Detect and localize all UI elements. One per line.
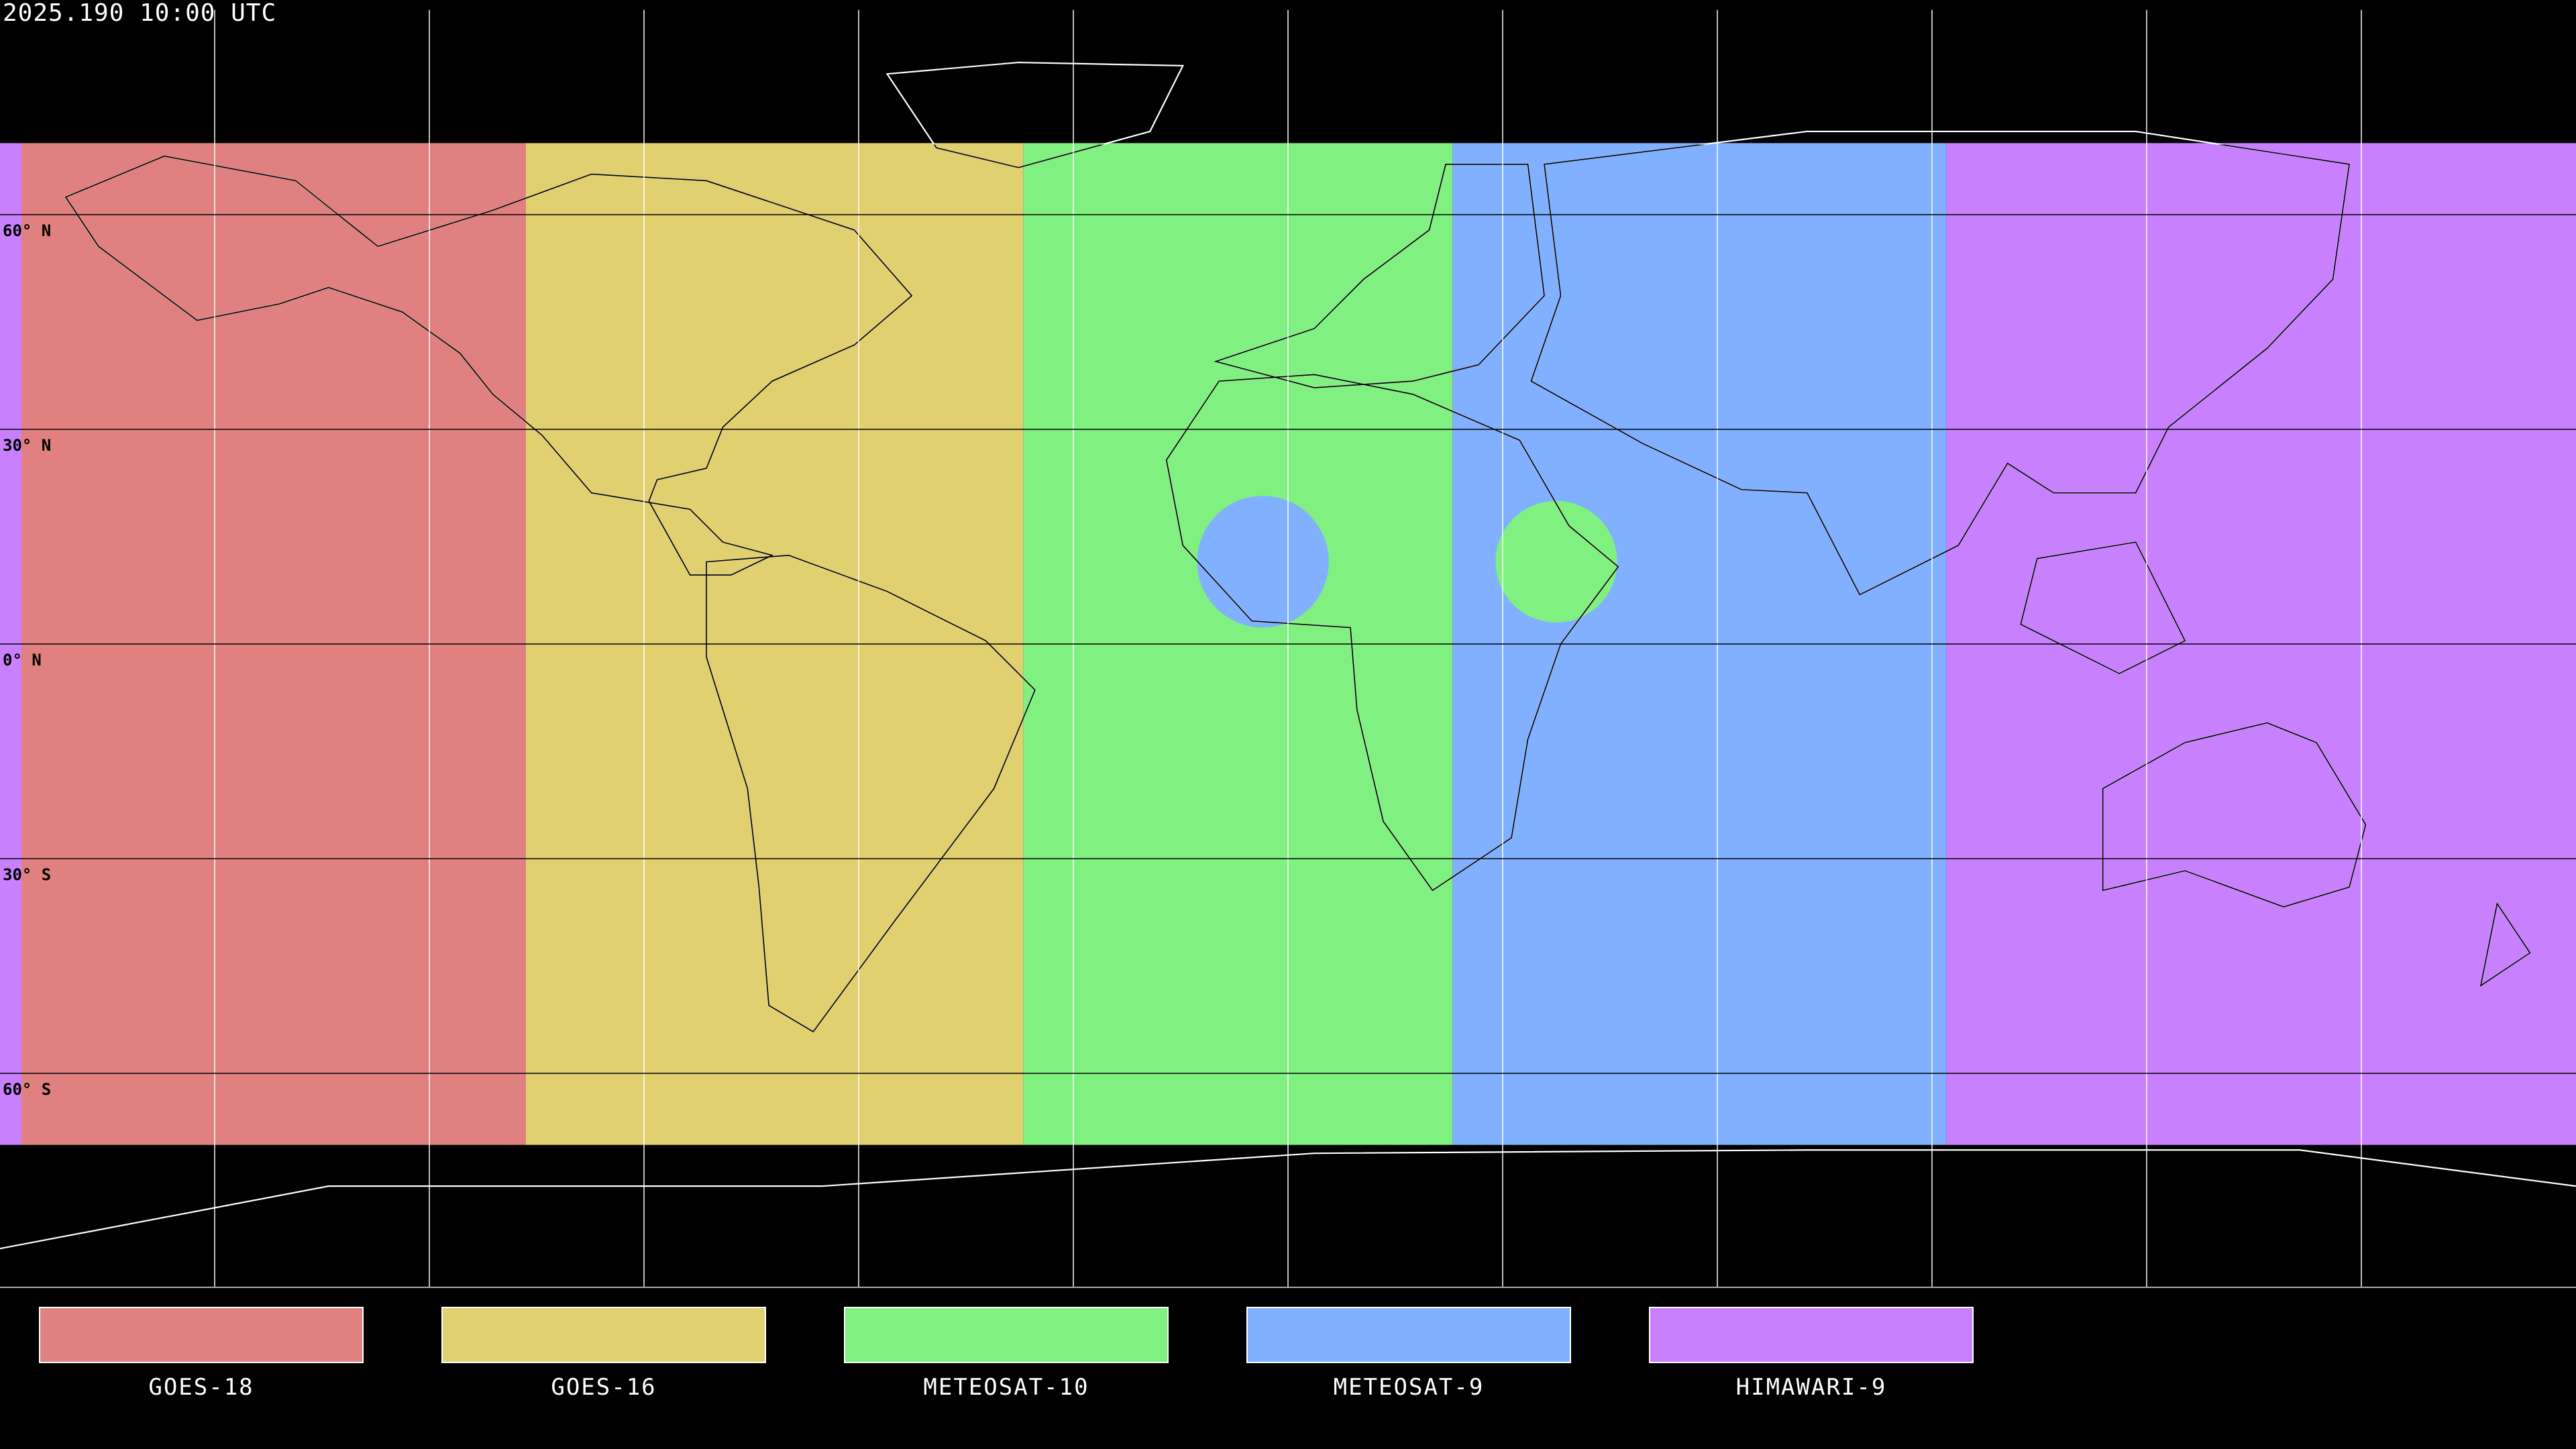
legend-swatch bbox=[39, 1307, 364, 1363]
legend-label: METEOSAT-10 bbox=[923, 1374, 1089, 1401]
legend-swatch bbox=[441, 1307, 766, 1363]
legend-swatch bbox=[1246, 1307, 1571, 1363]
legend-label: GOES-16 bbox=[551, 1374, 657, 1401]
legend-item: METEOSAT-10 bbox=[844, 1307, 1169, 1401]
coverage-map bbox=[0, 9, 2576, 1288]
coastline bbox=[0, 1149, 2576, 1250]
lat-label: 0° N bbox=[3, 651, 42, 669]
legend-label: METEOSAT-9 bbox=[1333, 1374, 1485, 1401]
map-frame-border bbox=[0, 1287, 2576, 1288]
lat-label: 30° N bbox=[3, 436, 52, 455]
timestamp-title: 2025.190 10:00 UTC bbox=[3, 0, 277, 27]
legend-swatch bbox=[844, 1307, 1169, 1363]
legend-item: HIMAWARI-9 bbox=[1649, 1307, 1974, 1401]
legend-item: GOES-16 bbox=[441, 1307, 766, 1401]
legend-label: GOES-18 bbox=[148, 1374, 254, 1401]
legend-label: HIMAWARI-9 bbox=[1735, 1374, 1887, 1401]
lat-label: 60° S bbox=[3, 1080, 52, 1099]
legend-item: METEOSAT-9 bbox=[1246, 1307, 1571, 1401]
coverage-patch-meteosat-10 bbox=[1495, 500, 1617, 623]
legend-item: GOES-18 bbox=[39, 1307, 364, 1401]
lat-label: 30° S bbox=[3, 865, 52, 884]
coverage-patch-meteosat-9 bbox=[1197, 496, 1329, 628]
legend-swatch bbox=[1649, 1307, 1974, 1363]
lat-lon-grid bbox=[0, 9, 2576, 1288]
lat-label: 60° N bbox=[3, 221, 52, 240]
